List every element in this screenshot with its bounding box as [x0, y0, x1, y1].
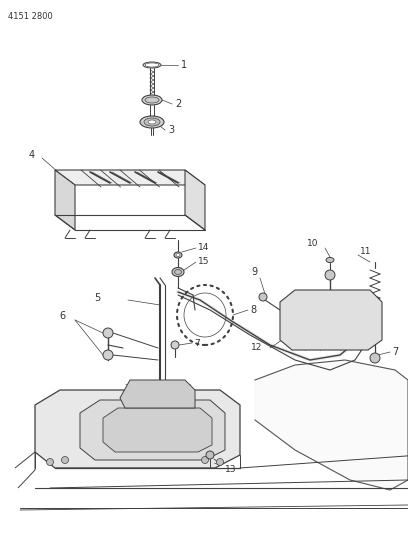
- Circle shape: [202, 456, 208, 464]
- Text: 9: 9: [251, 267, 257, 277]
- Polygon shape: [120, 380, 195, 408]
- Text: 5: 5: [94, 293, 100, 303]
- Circle shape: [217, 458, 224, 465]
- Circle shape: [62, 456, 69, 464]
- Polygon shape: [55, 170, 205, 185]
- Text: 7: 7: [392, 347, 398, 357]
- Ellipse shape: [148, 120, 156, 124]
- Text: 12: 12: [251, 343, 262, 351]
- Text: 13: 13: [215, 463, 237, 474]
- Ellipse shape: [175, 270, 182, 274]
- Text: 3: 3: [168, 125, 174, 135]
- Text: 1: 1: [181, 60, 187, 70]
- Text: 10: 10: [306, 239, 318, 248]
- Text: 15: 15: [198, 257, 209, 266]
- Text: 11: 11: [360, 247, 372, 256]
- Ellipse shape: [176, 254, 180, 256]
- Polygon shape: [35, 390, 240, 468]
- Circle shape: [370, 353, 380, 363]
- Ellipse shape: [140, 116, 164, 128]
- Circle shape: [171, 341, 179, 349]
- Polygon shape: [280, 290, 382, 350]
- Text: 2: 2: [175, 99, 181, 109]
- Polygon shape: [55, 170, 75, 230]
- Ellipse shape: [145, 63, 159, 67]
- Circle shape: [47, 458, 53, 465]
- Text: 14: 14: [198, 244, 209, 253]
- Ellipse shape: [326, 257, 334, 262]
- Circle shape: [103, 350, 113, 360]
- Text: 7: 7: [194, 338, 200, 348]
- Ellipse shape: [144, 118, 160, 126]
- Ellipse shape: [145, 97, 159, 103]
- Ellipse shape: [142, 95, 162, 105]
- Circle shape: [103, 328, 113, 338]
- Text: 6: 6: [59, 311, 65, 321]
- Text: 8: 8: [250, 305, 256, 315]
- Circle shape: [325, 270, 335, 280]
- Circle shape: [206, 451, 214, 459]
- Text: 4151 2800: 4151 2800: [8, 12, 53, 21]
- Polygon shape: [80, 400, 225, 460]
- Ellipse shape: [172, 268, 184, 277]
- Ellipse shape: [174, 252, 182, 258]
- Polygon shape: [185, 170, 205, 230]
- Ellipse shape: [143, 62, 161, 68]
- Polygon shape: [103, 408, 212, 452]
- Polygon shape: [255, 360, 408, 490]
- Circle shape: [259, 293, 267, 301]
- Text: 4: 4: [29, 150, 35, 160]
